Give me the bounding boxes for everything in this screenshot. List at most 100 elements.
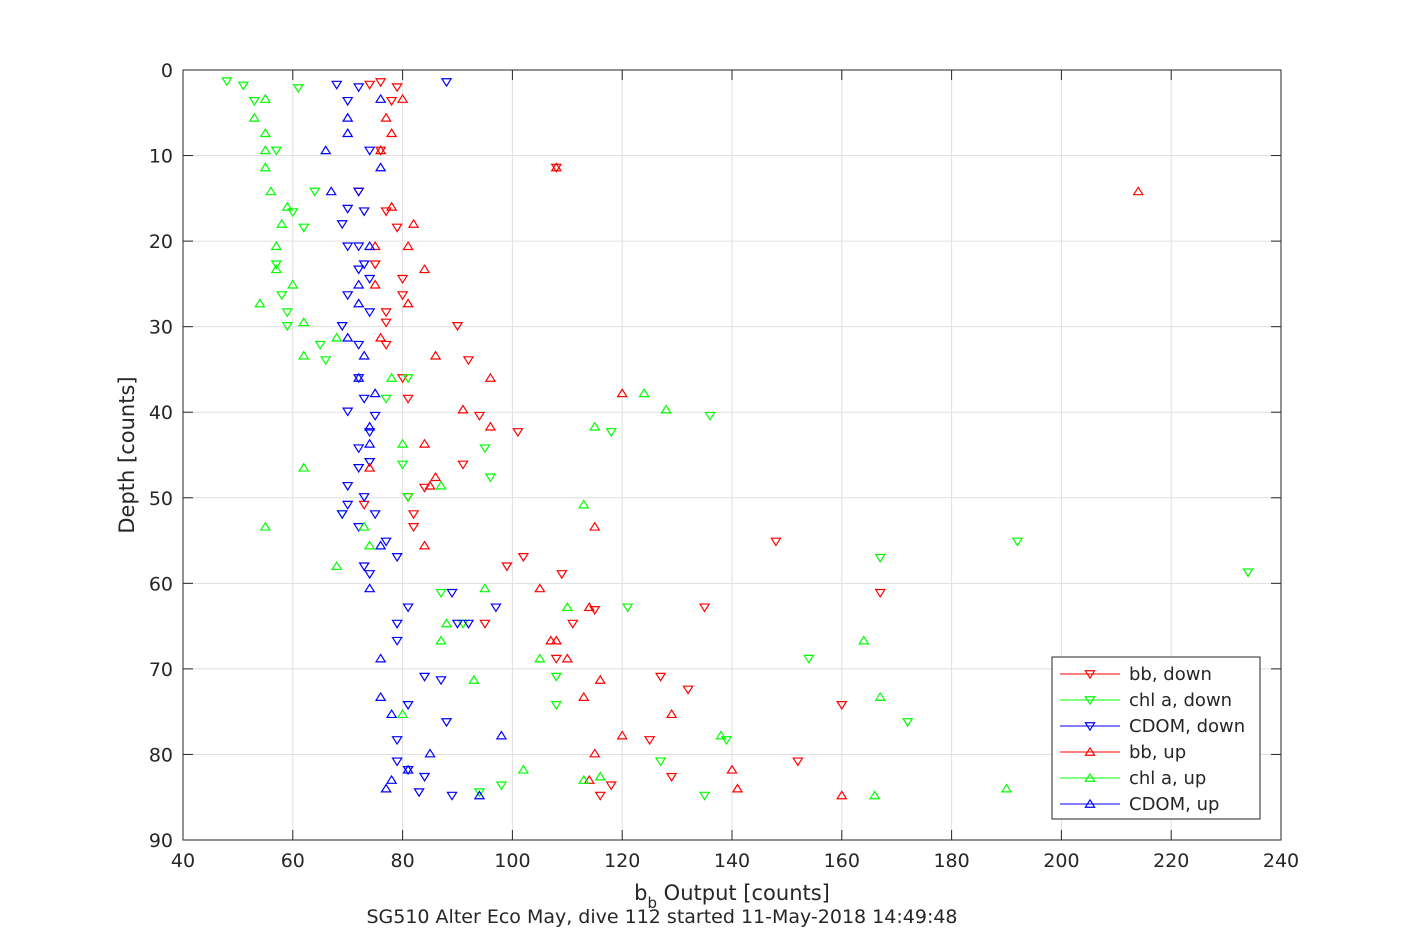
data-point bbox=[589, 748, 601, 758]
data-point bbox=[331, 332, 343, 342]
data-point bbox=[704, 411, 716, 421]
data-point bbox=[643, 736, 656, 746]
data-point bbox=[380, 207, 392, 217]
data-point bbox=[380, 537, 392, 547]
data-point bbox=[270, 260, 283, 270]
data-point bbox=[457, 404, 469, 414]
legend-marker bbox=[1084, 696, 1096, 706]
data-point bbox=[248, 112, 261, 122]
data-point bbox=[358, 394, 370, 404]
data-point bbox=[402, 603, 414, 613]
data-point bbox=[391, 552, 403, 563]
data-point bbox=[352, 298, 365, 308]
data-point bbox=[374, 540, 387, 550]
data-point bbox=[462, 356, 475, 366]
data-point bbox=[396, 274, 409, 285]
data-point bbox=[1000, 783, 1013, 793]
data-point bbox=[561, 602, 573, 612]
legend-marker bbox=[1084, 670, 1096, 680]
data-point bbox=[429, 350, 442, 360]
data-point bbox=[665, 772, 678, 782]
data-point bbox=[665, 708, 678, 719]
data-point bbox=[836, 790, 848, 800]
x-tick-label: 80 bbox=[391, 850, 415, 872]
data-point bbox=[380, 783, 392, 793]
data-point bbox=[435, 480, 447, 490]
data-point bbox=[473, 790, 486, 800]
data-point bbox=[698, 791, 711, 801]
data-point bbox=[622, 603, 634, 613]
data-point bbox=[594, 674, 606, 684]
data-point bbox=[402, 493, 414, 503]
data-point bbox=[369, 411, 381, 421]
data-point bbox=[451, 321, 464, 332]
data-point bbox=[352, 265, 365, 275]
data-point bbox=[418, 264, 431, 274]
data-point bbox=[325, 186, 337, 196]
data-point bbox=[484, 421, 497, 431]
data-point bbox=[550, 672, 563, 682]
data-point bbox=[380, 394, 392, 404]
data-point bbox=[363, 308, 376, 318]
legend-item-chl-a-down: chl a, down bbox=[1060, 690, 1232, 711]
legend: bb, down chl a, down CDOM, down bb, up chl a… bbox=[1051, 656, 1261, 820]
series-bb-up bbox=[363, 93, 1144, 800]
data-point bbox=[380, 112, 392, 122]
data-point bbox=[616, 730, 628, 740]
data-point bbox=[605, 781, 617, 791]
data-point bbox=[583, 774, 595, 784]
data-point bbox=[336, 321, 348, 332]
data-point bbox=[281, 201, 293, 211]
data-point bbox=[495, 781, 508, 791]
legend-marker bbox=[1084, 772, 1096, 782]
y-tick-label: 70 bbox=[149, 659, 173, 681]
legend-label: bb, down bbox=[1129, 664, 1212, 685]
data-point bbox=[281, 308, 293, 318]
data-point bbox=[517, 552, 530, 563]
data-point bbox=[731, 783, 744, 793]
data-point bbox=[567, 619, 579, 629]
data-point bbox=[462, 619, 475, 629]
data-point bbox=[254, 298, 266, 308]
data-point bbox=[237, 81, 250, 91]
data-point bbox=[484, 372, 497, 382]
data-point bbox=[402, 298, 414, 308]
data-point bbox=[874, 691, 886, 701]
y-tick-label: 90 bbox=[149, 830, 173, 852]
data-point bbox=[534, 583, 546, 593]
data-point bbox=[320, 145, 332, 155]
y-axis-label: Depth [counts] bbox=[115, 376, 139, 533]
data-point bbox=[446, 791, 458, 801]
data-point bbox=[270, 264, 283, 274]
data-point bbox=[363, 274, 376, 285]
x-tick-label: 200 bbox=[1043, 850, 1079, 872]
data-point bbox=[550, 162, 563, 172]
legend-label: chl a, up bbox=[1129, 768, 1206, 789]
data-point bbox=[836, 701, 848, 711]
series-cdom-up bbox=[320, 93, 508, 800]
series-chl-a-up bbox=[248, 93, 1013, 800]
data-point bbox=[314, 340, 326, 350]
data-point bbox=[660, 404, 672, 414]
y-tick-label: 10 bbox=[149, 146, 173, 168]
data-point bbox=[342, 481, 354, 492]
data-point bbox=[276, 218, 288, 228]
legend-marker bbox=[1084, 722, 1096, 732]
data-point bbox=[265, 186, 277, 196]
data-point bbox=[479, 619, 491, 629]
x-tick-label: 60 bbox=[281, 850, 305, 872]
data-point bbox=[874, 588, 886, 599]
data-point bbox=[369, 260, 381, 270]
data-point bbox=[380, 308, 392, 318]
x-axis-label: bb Output [counts] bbox=[634, 881, 830, 912]
legend-label: CDOM, up bbox=[1129, 794, 1219, 815]
data-point bbox=[435, 588, 447, 599]
data-point bbox=[358, 207, 370, 217]
data-point bbox=[352, 279, 365, 289]
data-point bbox=[424, 480, 436, 490]
data-point bbox=[396, 460, 409, 470]
data-point bbox=[287, 279, 299, 289]
data-point bbox=[320, 356, 332, 366]
data-point bbox=[374, 78, 387, 88]
data-point bbox=[440, 618, 453, 628]
